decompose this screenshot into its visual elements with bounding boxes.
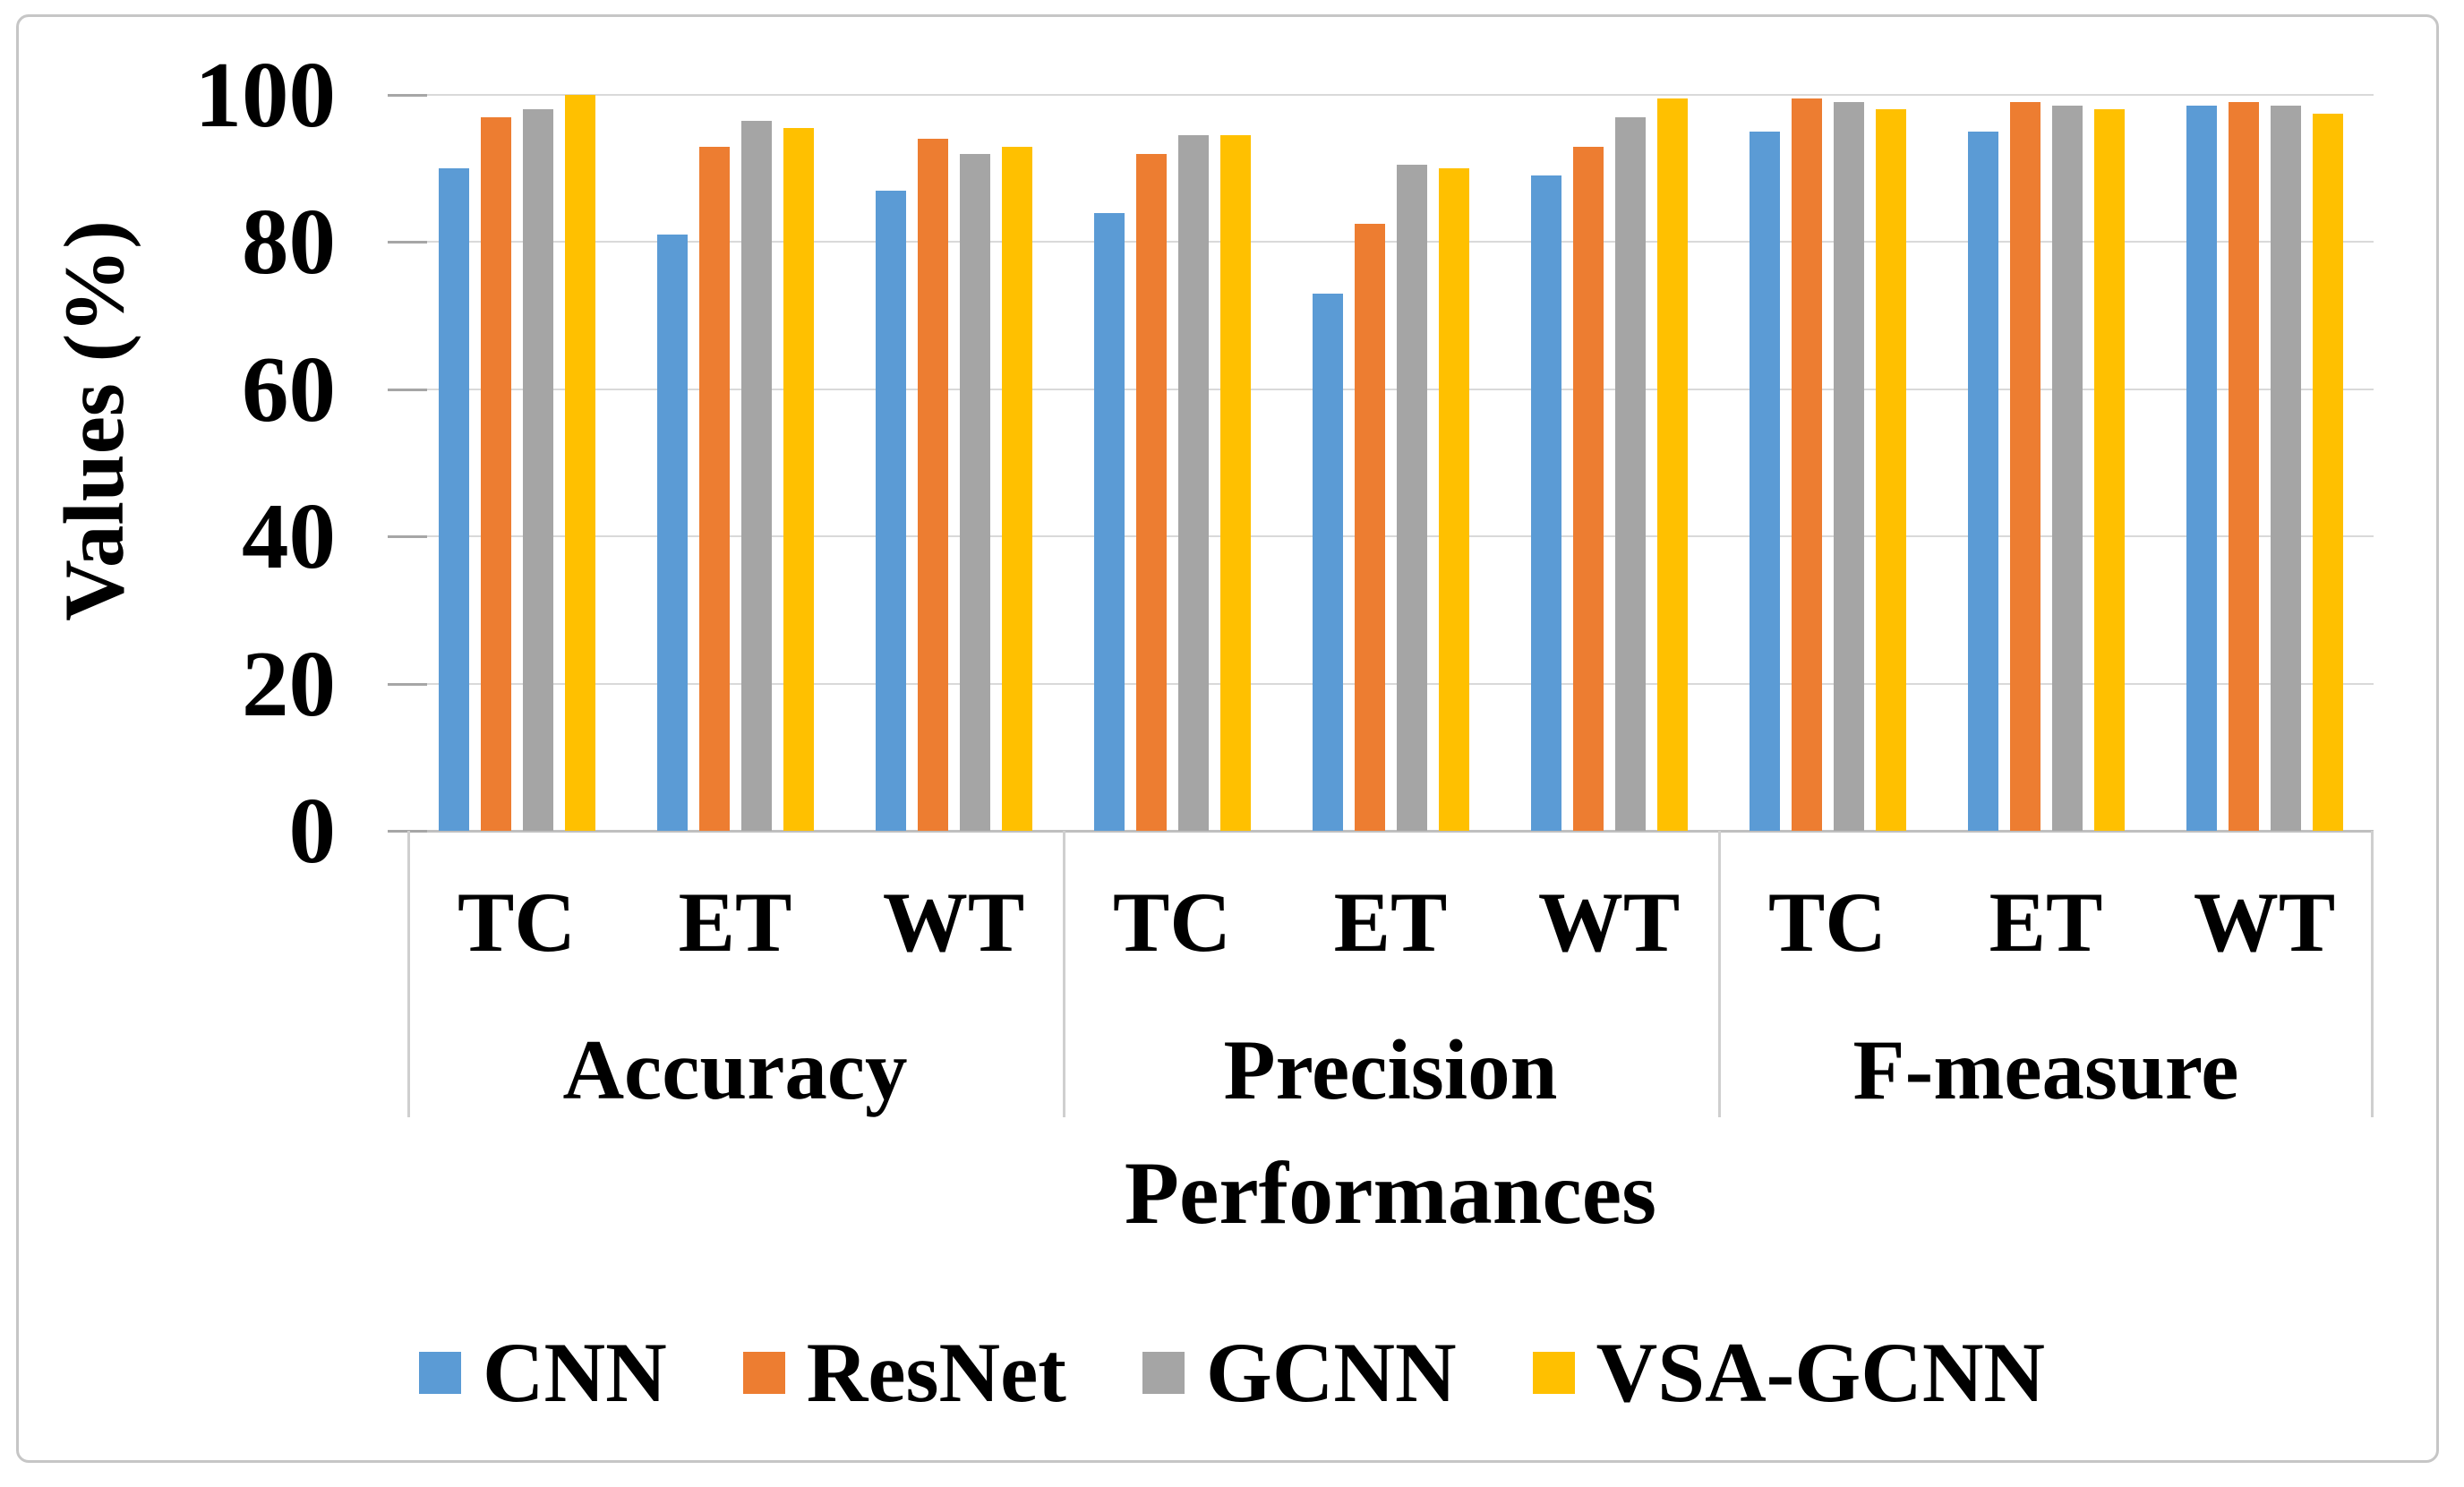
legend-label-GCNN: GCNN bbox=[1205, 1325, 1457, 1420]
y-tick-label-40: 40 bbox=[242, 483, 336, 589]
x-axis-title: Performances bbox=[1124, 1143, 1657, 1243]
bar-VSA-GCNN-WT-8 bbox=[2312, 113, 2343, 831]
bar-ResNet-TC-0 bbox=[480, 116, 511, 831]
bar-CNN-ET-1 bbox=[656, 235, 688, 831]
category-separator-3 bbox=[2371, 831, 2374, 1117]
legend: CNN ResNet GCNN VSA-GCNN bbox=[0, 1323, 2464, 1422]
y-tick-label-100: 100 bbox=[194, 42, 337, 147]
bar-GCNN-TC-3 bbox=[1177, 135, 1209, 831]
bar-VSA-GCNN-TC-3 bbox=[1219, 135, 1251, 831]
bar-VSA-GCNN-ET-1 bbox=[783, 128, 814, 831]
legend-label-CNN: CNN bbox=[482, 1325, 667, 1420]
legend-label-VSA-GCNN: VSA-GCNN bbox=[1596, 1325, 2046, 1420]
bar-GCNN-TC-0 bbox=[522, 109, 553, 831]
group-label-4: ET bbox=[1333, 875, 1448, 970]
bar-ResNet-WT-2 bbox=[917, 139, 948, 831]
bar-GCNN-ET-7 bbox=[2051, 106, 2083, 831]
y-axis-tick-20 bbox=[388, 682, 427, 686]
bar-VSA-GCNN-ET-4 bbox=[1438, 168, 1469, 831]
category-separator-1 bbox=[1063, 831, 1065, 1117]
bar-GCNN-ET-1 bbox=[740, 120, 772, 831]
bar-GCNN-ET-4 bbox=[1396, 165, 1427, 831]
y-tick-label-60: 60 bbox=[242, 336, 336, 441]
legend-item-ResNet: ResNet bbox=[742, 1325, 1066, 1420]
metric-label-f-measure: F-measure bbox=[1852, 1022, 2239, 1117]
y-tick-label-20: 20 bbox=[242, 630, 336, 736]
gridline-100 bbox=[407, 94, 2374, 96]
bar-CNN-WT-2 bbox=[875, 190, 906, 831]
bar-VSA-GCNN-TC-6 bbox=[1875, 109, 1906, 831]
gridline-60 bbox=[407, 388, 2374, 390]
y-axis-tick-80 bbox=[388, 241, 427, 244]
y-axis-tick-100 bbox=[388, 94, 427, 97]
bar-ResNet-ET-1 bbox=[698, 146, 730, 831]
category-separator-0 bbox=[407, 831, 410, 1117]
plot-area bbox=[407, 94, 2374, 833]
group-label-1: ET bbox=[678, 875, 792, 970]
y-tick-label-80: 80 bbox=[242, 189, 336, 295]
bar-GCNN-TC-6 bbox=[1833, 102, 1864, 831]
category-separator-2 bbox=[1718, 831, 1721, 1117]
group-label-0: TC bbox=[458, 875, 576, 970]
bar-CNN-ET-4 bbox=[1312, 293, 1343, 831]
bar-ResNet-WT-5 bbox=[1572, 146, 1604, 831]
bar-VSA-GCNN-ET-7 bbox=[2093, 109, 2125, 831]
bar-ResNet-WT-8 bbox=[2228, 102, 2259, 831]
legend-item-VSA-GCNN: VSA-GCNN bbox=[1532, 1325, 2046, 1420]
bar-ResNet-ET-7 bbox=[2009, 102, 2040, 831]
group-label-8: WT bbox=[2193, 875, 2336, 970]
gridline-80 bbox=[407, 241, 2374, 244]
gridline-20 bbox=[407, 682, 2374, 685]
metric-label-accuracy: Accuracy bbox=[562, 1022, 908, 1117]
bar-GCNN-WT-8 bbox=[2270, 106, 2301, 831]
bar-CNN-WT-8 bbox=[2186, 106, 2217, 831]
bar-CNN-TC-0 bbox=[438, 168, 469, 831]
bar-CNN-ET-7 bbox=[1967, 132, 1998, 831]
bar-GCNN-WT-5 bbox=[1614, 116, 1646, 831]
bar-VSA-GCNN-WT-5 bbox=[1656, 98, 1688, 831]
gridline-0 bbox=[407, 830, 2374, 833]
group-label-2: WT bbox=[882, 875, 1025, 970]
group-label-5: WT bbox=[1537, 875, 1681, 970]
legend-swatch-GCNN bbox=[1142, 1351, 1185, 1394]
metric-label-precision: Precision bbox=[1223, 1022, 1558, 1117]
legend-swatch-CNN bbox=[418, 1351, 461, 1394]
legend-item-CNN: CNN bbox=[418, 1325, 667, 1420]
bar-ResNet-TC-6 bbox=[1791, 98, 1822, 831]
legend-item-GCNN: GCNN bbox=[1142, 1328, 1457, 1417]
bar-CNN-TC-3 bbox=[1093, 212, 1125, 831]
bar-VSA-GCNN-TC-0 bbox=[564, 95, 595, 831]
group-label-6: TC bbox=[1768, 875, 1886, 970]
bar-VSA-GCNN-WT-2 bbox=[1001, 146, 1032, 831]
legend-swatch-VSA-GCNN bbox=[1532, 1351, 1575, 1394]
legend-swatch-ResNet bbox=[742, 1351, 785, 1394]
y-axis-tick-60 bbox=[388, 388, 427, 391]
bar-ResNet-ET-4 bbox=[1354, 223, 1385, 831]
bar-CNN-TC-6 bbox=[1749, 132, 1780, 831]
legend-label-ResNet: ResNet bbox=[806, 1325, 1066, 1420]
group-label-3: TC bbox=[1113, 875, 1231, 970]
y-axis-tick-40 bbox=[388, 535, 427, 539]
y-tick-label-0: 0 bbox=[288, 778, 337, 883]
gridline-40 bbox=[407, 535, 2374, 538]
bar-ResNet-TC-3 bbox=[1135, 153, 1167, 831]
bar-GCNN-WT-2 bbox=[959, 153, 990, 831]
group-label-7: ET bbox=[1989, 875, 2103, 970]
bar-CNN-WT-5 bbox=[1530, 175, 1561, 831]
